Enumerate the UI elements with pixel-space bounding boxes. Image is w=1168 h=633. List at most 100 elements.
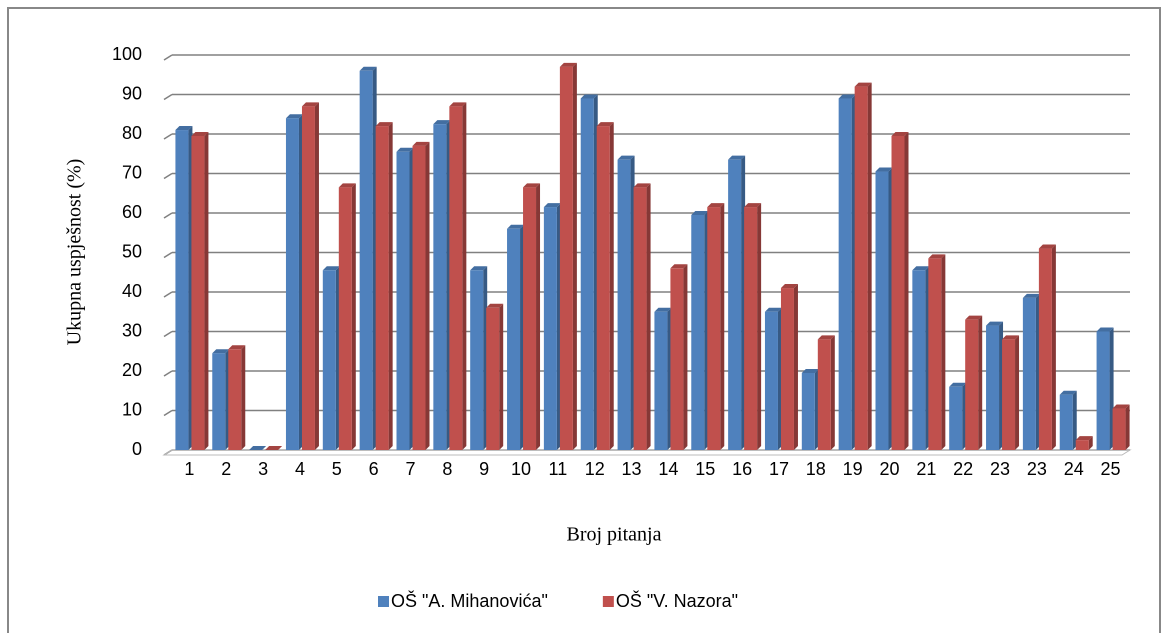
bar: [707, 207, 721, 450]
bar-top: [338, 183, 356, 188]
y-tick-label: 80: [122, 123, 142, 143]
bar-top: [470, 266, 488, 271]
x-tick-label: 7: [405, 459, 415, 479]
bar: [1022, 297, 1036, 450]
bar-side: [646, 183, 651, 450]
legend-label: OŠ "V. Nazora": [616, 590, 738, 611]
bar-side: [462, 102, 467, 450]
grid-depth: [163, 212, 173, 219]
grid-depth: [163, 251, 173, 259]
x-tick-label: 6: [369, 459, 379, 479]
bar: [175, 130, 189, 451]
bar: [838, 98, 852, 450]
x-tick-label: 2: [221, 459, 231, 479]
bar-top: [817, 335, 835, 340]
bar: [965, 319, 979, 450]
bar-top: [986, 321, 1004, 326]
bar-top: [875, 167, 893, 172]
x-tick-label: 22: [953, 459, 973, 479]
bar-side: [904, 131, 909, 450]
bar-top: [580, 94, 598, 99]
x-tick-label: 23: [1027, 459, 1047, 479]
bar-top: [764, 307, 782, 312]
bar-side: [720, 203, 725, 450]
bar: [854, 86, 868, 450]
x-tick-label: 18: [806, 459, 826, 479]
bar: [670, 268, 684, 450]
bar-top: [838, 94, 856, 99]
bar: [433, 124, 447, 450]
bar-top: [486, 303, 504, 308]
x-tick-label: 5: [332, 459, 342, 479]
bar-top: [617, 155, 635, 160]
bar-side: [830, 335, 835, 450]
bar: [359, 70, 373, 451]
x-tick-label: 1: [184, 459, 194, 479]
bar: [728, 159, 742, 451]
bar: [596, 126, 610, 450]
bar: [1096, 331, 1110, 450]
x-tick-label: 16: [732, 459, 752, 479]
bar-top: [1059, 390, 1077, 395]
x-tick-label: 21: [916, 459, 936, 479]
bar-top: [1075, 436, 1093, 441]
bar-top: [965, 315, 983, 320]
bar-side: [978, 315, 983, 450]
bar: [986, 325, 1000, 450]
bar-side: [572, 62, 577, 450]
bar: [412, 145, 426, 450]
bar: [744, 207, 758, 450]
x-tick-label: 20: [879, 459, 899, 479]
bar: [191, 135, 205, 450]
bar: [523, 187, 537, 450]
bar-top: [359, 66, 377, 71]
x-tick-label: 9: [479, 459, 489, 479]
bar-top: [801, 368, 819, 373]
bar-top: [433, 120, 451, 125]
grid-depth: [163, 291, 173, 298]
bar-top: [175, 126, 193, 131]
bar-top: [285, 114, 303, 119]
bar-side: [757, 203, 762, 450]
bar: [322, 270, 336, 450]
bar: [928, 258, 942, 450]
y-tick-label: 100: [112, 44, 142, 64]
bar-side: [204, 131, 209, 450]
x-tick-label: 24: [1064, 459, 1084, 479]
bar-side: [425, 141, 430, 450]
bar: [486, 307, 500, 450]
bar: [912, 270, 926, 450]
x-tick-label: 3: [258, 459, 268, 479]
bar: [285, 118, 299, 450]
bar: [507, 228, 521, 450]
x-axis-label: Broj pitanja: [567, 524, 662, 546]
bar-top: [1096, 327, 1114, 332]
bar-side: [241, 345, 246, 450]
bar: [375, 126, 389, 450]
frame: [7, 7, 1161, 633]
bar-top: [507, 224, 525, 229]
y-axis-label: Ukupna uspješnost (%): [64, 159, 86, 346]
bar-top: [912, 266, 930, 271]
bar-side: [683, 264, 688, 450]
grid-depth: [163, 93, 173, 101]
bar: [1059, 394, 1073, 450]
x-tick-label: 8: [442, 459, 452, 479]
bar-top: [654, 307, 672, 312]
bar-side: [941, 254, 946, 450]
x-tick-label: 19: [843, 459, 863, 479]
grid-depth: [163, 54, 173, 61]
x-tick-label: 25: [1101, 459, 1121, 479]
bar-top: [780, 284, 798, 289]
bar-top: [1022, 293, 1040, 298]
bar-side: [609, 122, 614, 450]
bar: [470, 270, 484, 450]
bar: [617, 159, 631, 451]
x-tick-label: 12: [585, 459, 605, 479]
bar-side: [314, 102, 319, 450]
y-tick-label: 70: [122, 162, 142, 182]
bar-side: [1015, 335, 1020, 450]
bar: [780, 288, 794, 450]
bar-top: [449, 102, 467, 107]
y-tick-label: 0: [132, 439, 142, 459]
